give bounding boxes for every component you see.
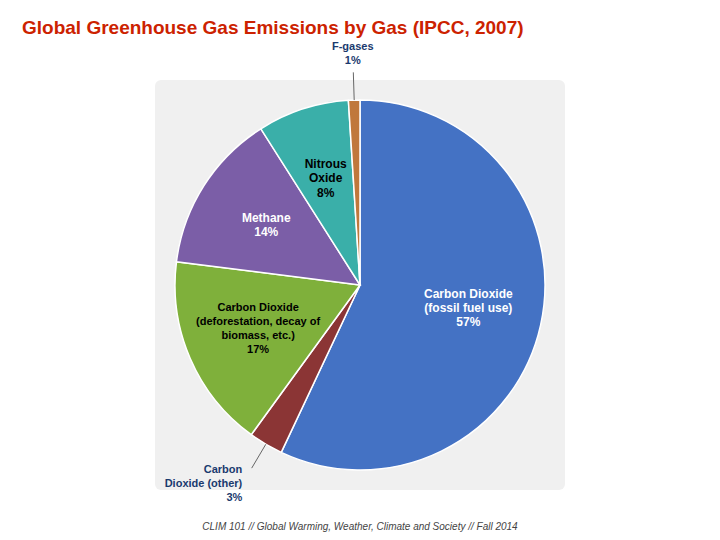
footer-note: CLIM 101 // Global Warming, Weather, Cli… xyxy=(202,521,518,532)
slice-label: Carbon Dioxide(fossil fuel use) xyxy=(424,287,513,315)
leader-line xyxy=(353,72,355,100)
slice-value-label: 17% xyxy=(247,343,269,355)
chart-background xyxy=(155,80,565,490)
slice-label: CarbonDioxide (other) xyxy=(165,463,243,489)
pie-slice xyxy=(261,100,360,285)
slice-label: Methane xyxy=(242,211,291,225)
slice-label: F-gases xyxy=(332,40,374,52)
leader-line xyxy=(252,444,266,468)
slice-value-label: 57% xyxy=(456,315,480,329)
pie-slices xyxy=(175,100,545,470)
slice-value-label: 3% xyxy=(226,491,242,503)
slice-value-label: 1% xyxy=(345,54,361,66)
chart-container: Global Greenhouse Gas Emissions by Gas (… xyxy=(0,0,720,540)
chart-svg: Global Greenhouse Gas Emissions by Gas (… xyxy=(0,0,720,540)
slice-label: Carbon Dioxide(deforestation, decay ofbi… xyxy=(196,301,320,341)
slice-value-label: 8% xyxy=(317,186,335,200)
pie-slice xyxy=(348,100,360,285)
chart-title: Global Greenhouse Gas Emissions by Gas (… xyxy=(22,17,524,38)
slice-value-label: 14% xyxy=(254,225,278,239)
pie-labels: Carbon Dioxide(fossil fuel use)57% Carbon… xyxy=(165,40,513,503)
slice-label: NitrousOxide xyxy=(305,158,347,186)
pie-slice xyxy=(175,262,360,435)
